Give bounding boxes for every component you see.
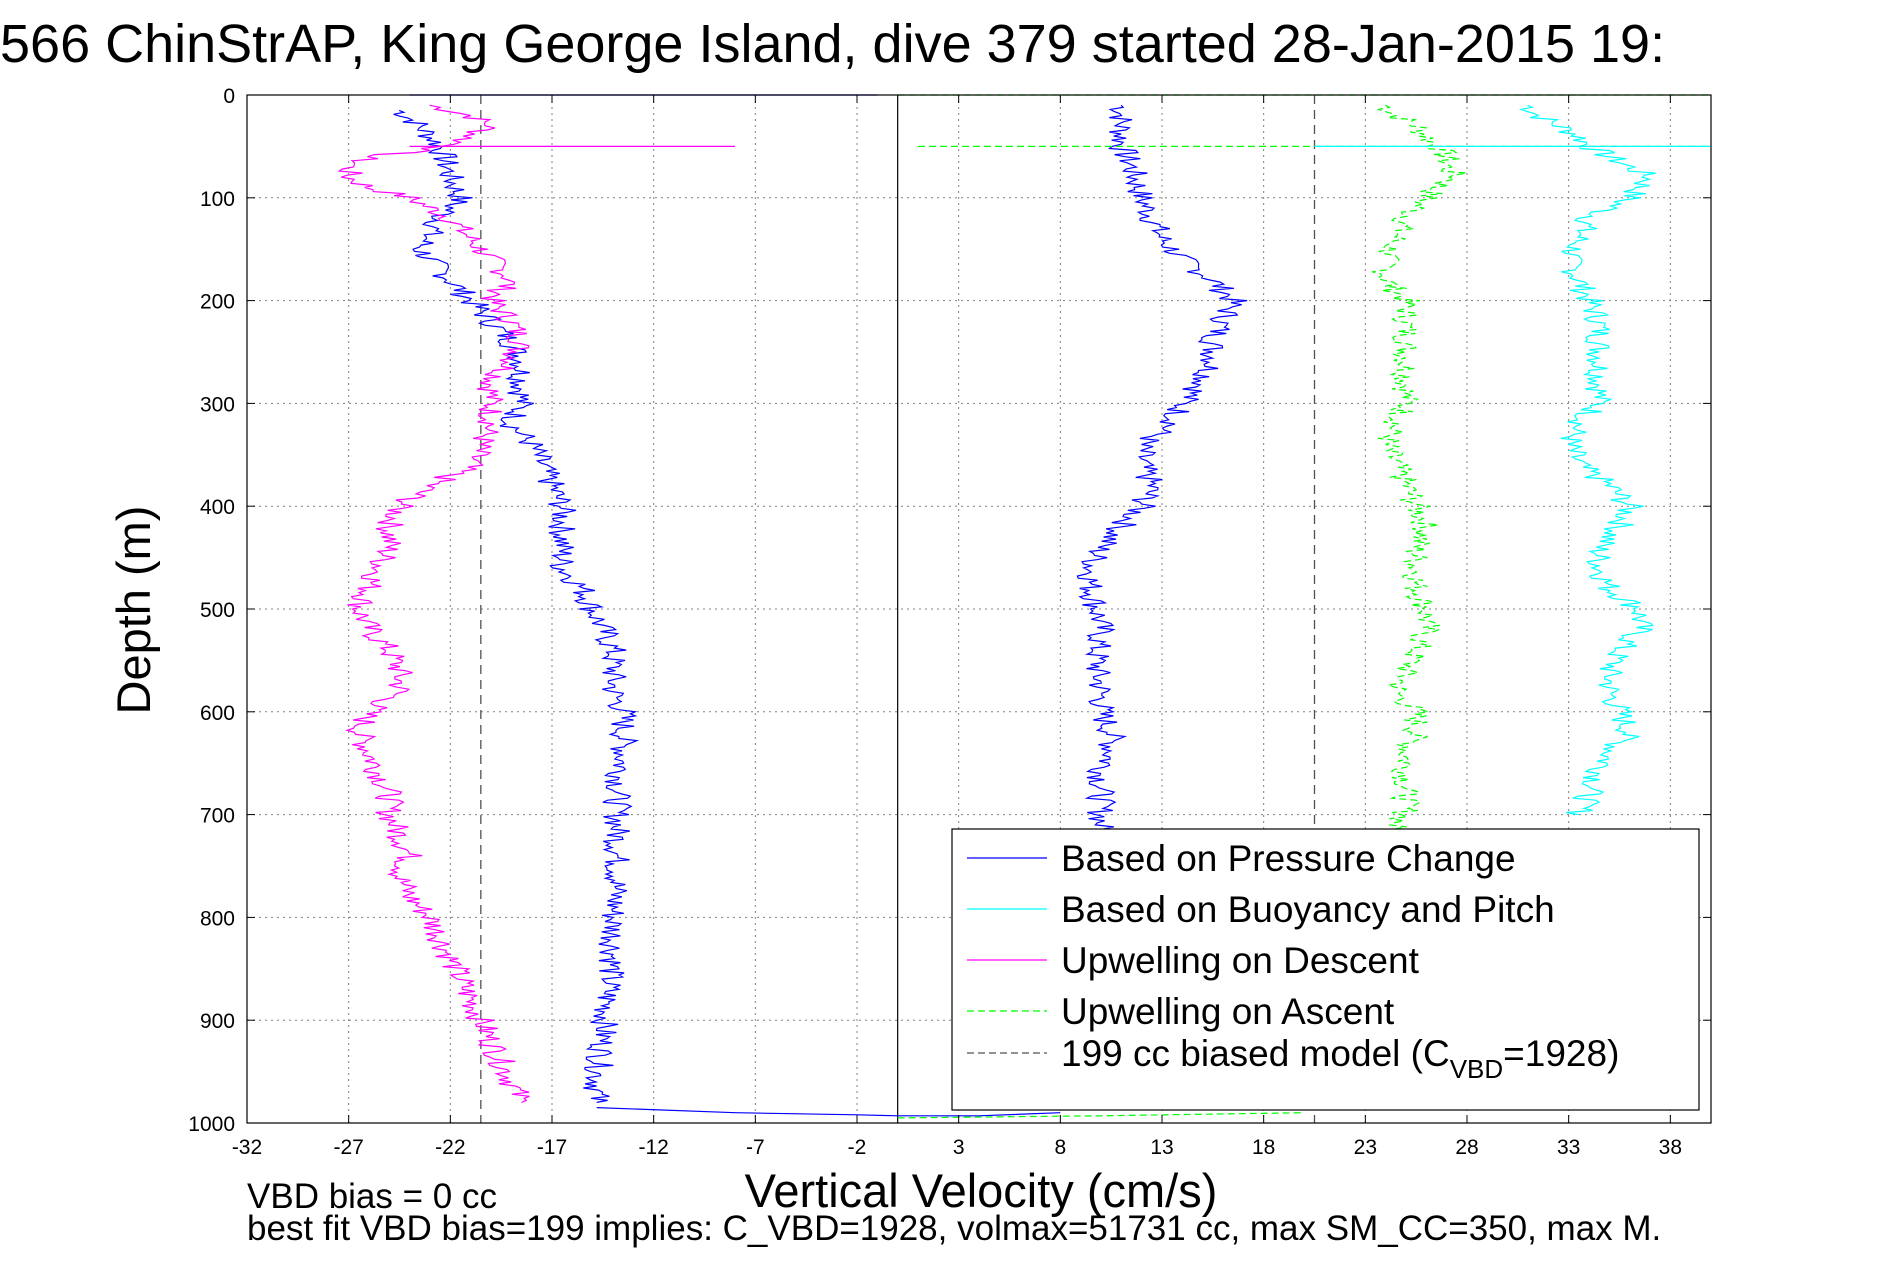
axis-ticks: -32 -27 -22 -17 -12 -7 -2 3 8 13 18 23 28 33 380100200… xyxy=(188,85,1711,1159)
y-tick-label: 900 xyxy=(200,1010,235,1033)
legend-entry: Based on Pressure Change xyxy=(1061,838,1516,879)
x-tick-label: 23 xyxy=(1354,1136,1377,1159)
y-tick-label: 800 xyxy=(200,907,235,930)
surface-bottom-line xyxy=(897,1112,1305,1119)
footer-bias: VBD bias = 0 cc xyxy=(247,1177,497,1216)
legend-entry: Upwelling on Descent xyxy=(1061,940,1420,981)
x-axis-label: Vertical Velocity (cm/s) xyxy=(745,1164,1218,1217)
x-tick-label: 18 xyxy=(1252,1136,1275,1159)
y-axis-label: Depth (m) xyxy=(107,506,160,715)
x-tick-label: 8 xyxy=(1054,1136,1066,1159)
y-tick-label: 600 xyxy=(200,702,235,725)
chart-title: 566 ChinStrAP, King George Island, dive … xyxy=(0,14,1665,74)
y-tick-label: 500 xyxy=(200,599,235,622)
x-tick-label: 3 xyxy=(953,1136,965,1159)
footer-best-fit: best fit VBD bias=199 implies: C_VBD=192… xyxy=(247,1209,1661,1248)
y-tick-label: 100 xyxy=(200,188,235,211)
x-tick-label: -17 xyxy=(537,1136,567,1159)
y-tick-label: 700 xyxy=(200,805,235,828)
surface-bottom-line xyxy=(596,1107,1061,1117)
legend: Based on Pressure Change Based on Buoyanc… xyxy=(951,828,1700,1111)
legend-subscript: VBD xyxy=(1450,1054,1503,1084)
series-line-pressure_desc xyxy=(393,109,640,1103)
y-tick-label: 1000 xyxy=(188,1113,235,1136)
x-tick-label: -7 xyxy=(746,1136,765,1159)
y-tick-label: 0 xyxy=(223,85,235,108)
x-tick-label: -12 xyxy=(638,1136,668,1159)
y-tick-label: 300 xyxy=(200,393,235,416)
x-tick-label: 13 xyxy=(1150,1136,1173,1159)
x-tick-label: -22 xyxy=(435,1136,465,1159)
legend-entry: Upwelling on Ascent xyxy=(1061,991,1395,1032)
series-line-pressure_asc xyxy=(1076,104,1248,836)
legend-suffix: =1928) xyxy=(1503,1033,1619,1074)
series-line-descent xyxy=(337,104,530,1103)
series-line-ascent xyxy=(1371,104,1467,836)
x-tick-label: -32 xyxy=(232,1136,262,1159)
x-tick-label: 33 xyxy=(1557,1136,1580,1159)
series-line-buoyancy_asc xyxy=(1518,104,1656,816)
legend-box xyxy=(951,828,1700,1111)
x-tick-label: -27 xyxy=(333,1136,363,1159)
y-tick-label: 400 xyxy=(200,496,235,519)
y-tick-label: 200 xyxy=(200,291,235,314)
x-tick-label: 38 xyxy=(1659,1136,1682,1159)
x-tick-label: 28 xyxy=(1455,1136,1478,1159)
x-tick-label: -2 xyxy=(848,1136,867,1159)
legend-entry: Based on Buoyancy and Pitch xyxy=(1061,889,1555,930)
